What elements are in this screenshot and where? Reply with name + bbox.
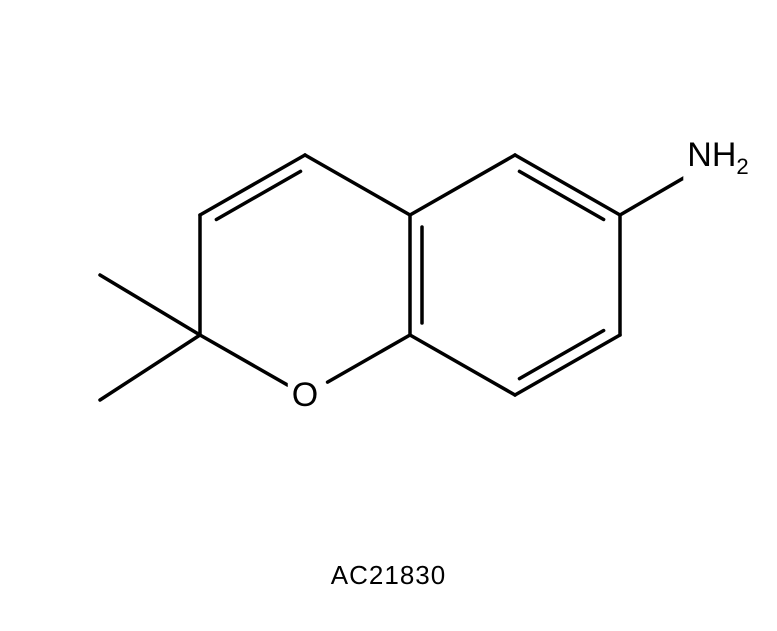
compound-id: AC21830 <box>331 560 446 591</box>
structure-canvas: O NH2 AC21830 <box>0 0 777 631</box>
bond-layer <box>0 0 777 631</box>
atom-label-n: NH2 <box>683 136 752 180</box>
atom-label-o: O <box>288 376 322 414</box>
